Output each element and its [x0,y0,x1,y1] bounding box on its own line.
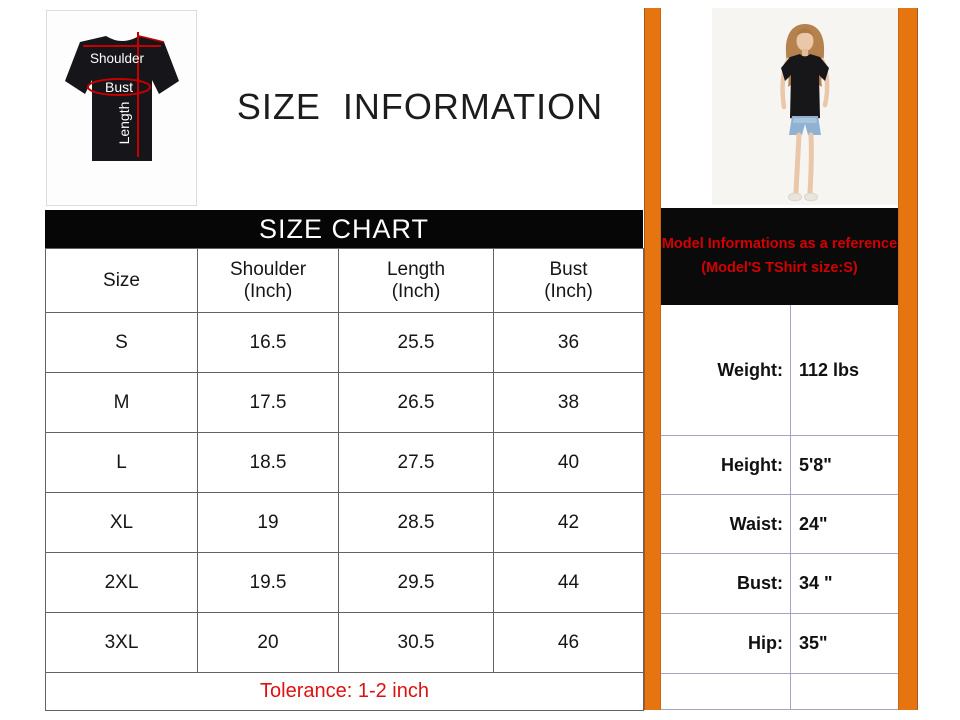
model-info-row-waist: Waist: 24" [661,494,898,553]
diagram-bust-label: Bust [105,79,133,95]
table-row: 3XL 20 30.5 46 [45,612,644,673]
model-info-label: Hip: [661,614,791,673]
model-info-label: Bust: [661,554,791,613]
model-info-table: Weight: 112 lbs Height: 5'8" Waist: 24" … [661,305,898,710]
model-photo-svg [712,8,898,205]
model-tshirt [781,54,829,120]
shoulder-slope-line [138,35,165,43]
cell-shoulder: 16.5 [197,312,339,373]
cell-length: 27.5 [338,432,494,493]
cell-length: 29.5 [338,552,494,613]
cell-bust: 42 [493,492,644,553]
model-info-label: Height: [661,436,791,494]
col-header-size: Size [45,248,198,313]
diagram-length-label: Length [116,102,132,145]
model-fringe [796,28,814,37]
cell-size: 2XL [45,552,198,613]
tshirt-diagram-svg: Shoulder Bust Length [65,32,179,161]
model-info-row-height: Height: 5'8" [661,435,898,494]
tshirt-shape [65,36,179,161]
model-info-value: 34 " [799,573,833,593]
cell-length: 28.5 [338,492,494,553]
cell-bust: 38 [493,372,644,433]
cell-shoulder: 20 [197,612,339,673]
title-wrap: SIZE INFORMATION [197,8,643,206]
model-info-value: 24" [799,513,828,534]
cell-bust: 36 [493,312,644,373]
table-row: L 18.5 27.5 40 [45,432,644,493]
col-header-length: Length (Inch) [338,248,494,313]
model-shoe-right [804,192,818,202]
model-photo [712,8,898,205]
tshirt-measure-diagram: Shoulder Bust Length [46,10,197,206]
header-row: Size Shoulder (Inch) Length (Inch) Bust (In… [45,248,644,313]
model-info-label: Weight: [661,305,791,435]
cell-length: 25.5 [338,312,494,373]
model-info-value: 35" [799,633,828,653]
cell-shoulder: 19.5 [197,552,339,613]
model-info-label: Waist: [661,495,791,553]
cell-size: M [45,372,198,433]
tolerance-note: Tolerance: 1-2 inch [45,672,644,711]
table-row: M 17.5 26.5 38 [45,372,644,433]
cell-size: XL [45,492,198,553]
diagram-shoulder-label: Shoulder [90,51,145,66]
model-info-row-weight: Weight: 112 lbs [661,305,898,435]
model-info-value: 112 lbs [799,359,860,380]
cell-size: L [45,432,198,493]
size-chart-header-bar: SIZE CHART [45,210,643,248]
cell-bust: 46 [493,612,644,673]
cell-size: 3XL [45,612,198,673]
model-leg-right [807,132,814,195]
cell-bust: 44 [493,552,644,613]
model-info-value: 5'8" [799,454,832,475]
table-row: S 16.5 25.5 36 [45,312,644,373]
cell-bust: 40 [493,432,644,493]
cell-shoulder: 17.5 [197,372,339,433]
model-info-label [661,674,791,709]
model-info-value [791,674,898,709]
cell-shoulder: 18.5 [197,432,339,493]
table-row: XL 19 28.5 42 [45,492,644,553]
model-info-row-hip: Hip: 35" [661,613,898,673]
table-row: 2XL 19.5 29.5 44 [45,552,644,613]
cell-shoulder: 19 [197,492,339,553]
model-shorts-highlight [793,118,817,123]
model-info-heading-line2: (Model'S TShirt size:S) [701,260,858,276]
model-info-heading-line1: Model Informations as a reference [661,236,898,253]
orange-divider-bar-right [898,8,918,710]
model-info-row-bust: Bust: 34 " [661,553,898,613]
model-leg-left [793,132,802,195]
model-shoe-left [788,192,802,202]
size-chart-table: Size Shoulder (Inch) Length (Inch) Bust (In… [45,248,644,711]
cell-size: S [45,312,198,373]
size-chart-header-label: SIZE CHART [258,213,430,244]
cell-length: 30.5 [338,612,494,673]
model-neck [802,49,808,56]
tolerance-row: Tolerance: 1-2 inch [45,672,644,711]
page-title: SIZE INFORMATION [236,86,604,127]
orange-divider-bar-left [644,8,661,710]
model-head [796,31,814,51]
col-header-bust: Bust (Inch) [493,248,644,313]
model-info-row-empty [661,673,898,709]
model-info-heading: Model Informations as a reference (Model… [661,208,898,305]
cell-length: 26.5 [338,372,494,433]
col-header-shoulder: Shoulder (Inch) [197,248,339,313]
bust-measure-ellipse [87,78,151,96]
